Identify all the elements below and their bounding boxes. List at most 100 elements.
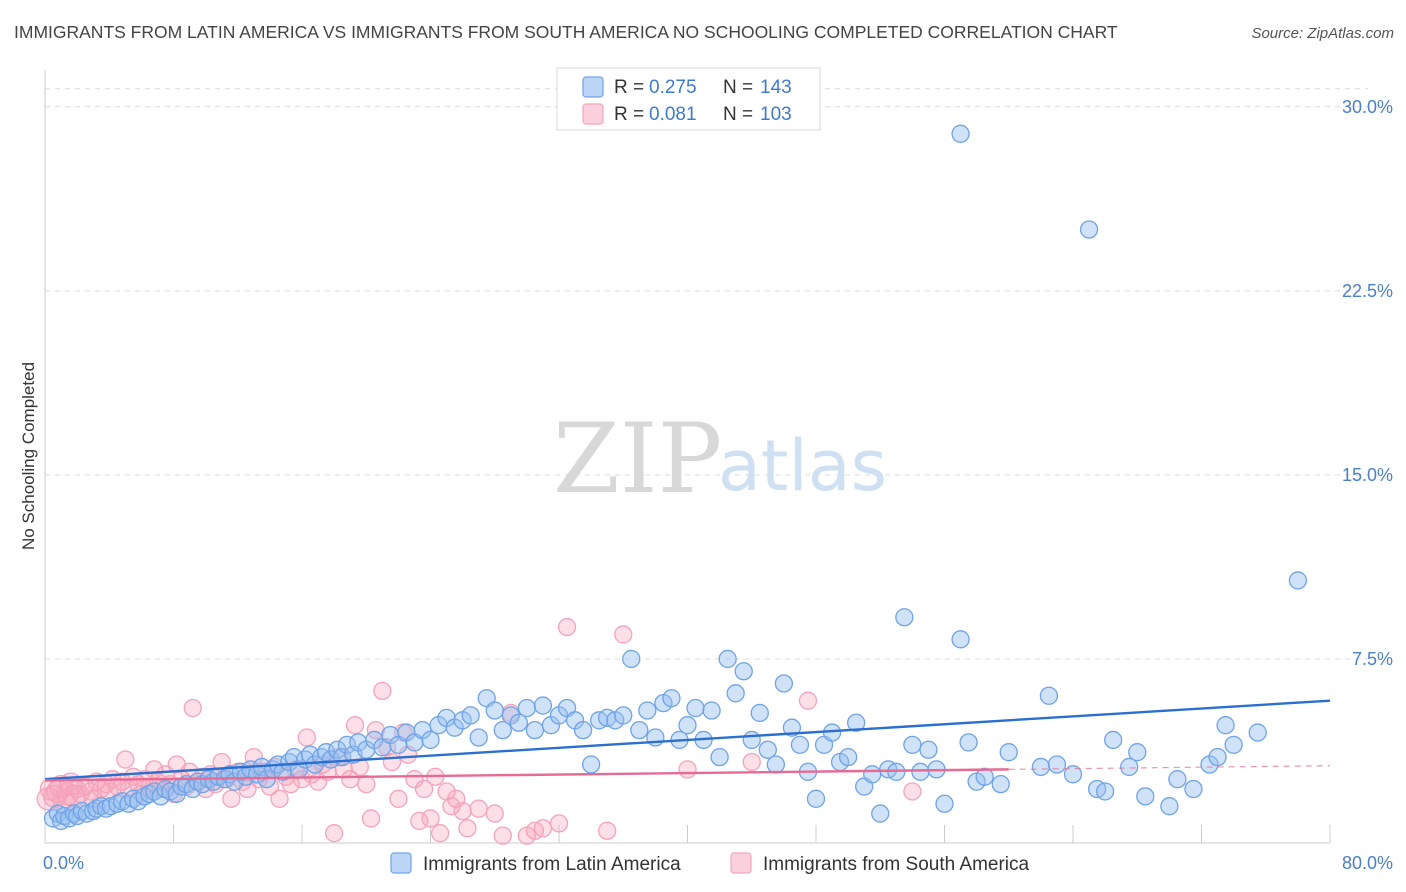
point-latin-america <box>1160 797 1179 816</box>
point-south-america <box>469 799 488 818</box>
point-south-america <box>270 789 289 808</box>
point-latin-america <box>766 755 785 774</box>
point-latin-america <box>188 772 207 791</box>
point-south-america <box>324 824 344 843</box>
point-latin-america <box>871 804 890 823</box>
point-latin-america <box>1104 730 1123 750</box>
point-latin-america <box>959 733 978 752</box>
point-latin-america <box>1031 757 1051 777</box>
point-south-america <box>742 752 761 772</box>
point-latin-america <box>975 767 994 786</box>
point-latin-america <box>702 701 721 720</box>
axes <box>44 70 1331 844</box>
legend-n-label-2: N = <box>723 104 753 125</box>
chart-title: IMMIGRANTS FROM LATIN AMERICA VS IMMIGRA… <box>14 22 1118 42</box>
point-latin-america <box>742 730 761 750</box>
point-latin-america <box>686 698 705 718</box>
point-latin-america <box>1079 220 1099 239</box>
point-latin-america <box>1136 787 1155 806</box>
point-latin-america <box>509 713 528 732</box>
point-south-america <box>493 826 512 845</box>
legend-r-value-2: 0.081 <box>649 104 697 125</box>
point-south-america <box>557 617 577 637</box>
chart-source: Source: ZipAtlas.com <box>1251 25 1394 42</box>
point-latin-america <box>87 799 106 818</box>
point-south-america <box>183 698 202 718</box>
point-latin-america <box>1128 743 1147 762</box>
point-latin-america <box>991 774 1010 794</box>
point-latin-america <box>1208 747 1227 767</box>
point-latin-america <box>525 720 545 740</box>
point-latin-america <box>337 735 357 754</box>
legend-n-value-1: 143 <box>760 77 792 98</box>
point-south-america <box>458 819 477 838</box>
point-latin-america <box>662 689 681 708</box>
point-south-america <box>389 789 408 808</box>
watermark: ZIP atlas <box>553 403 887 515</box>
point-latin-america <box>999 743 1018 762</box>
point-latin-america <box>1095 782 1115 801</box>
y-tick-label: 30.0% <box>1342 97 1393 117</box>
point-south-america <box>614 625 633 644</box>
point-latin-america <box>935 794 954 813</box>
point-latin-america <box>614 706 633 725</box>
point-latin-america <box>1039 686 1059 705</box>
point-south-america <box>373 681 392 701</box>
point-latin-america <box>493 720 512 740</box>
point-latin-america <box>638 701 657 720</box>
point-latin-america <box>1288 571 1308 590</box>
point-latin-america <box>321 750 341 769</box>
point-south-america <box>414 779 434 799</box>
point-latin-america <box>1224 735 1243 754</box>
point-south-america <box>410 811 429 831</box>
point-latin-america <box>1047 755 1067 774</box>
point-latin-america <box>718 649 737 669</box>
point-latin-america <box>1168 770 1187 789</box>
point-south-america <box>222 789 241 808</box>
legend-swatch-south-america <box>582 103 604 125</box>
x-tick-label: 0.0% <box>43 853 84 873</box>
point-latin-america <box>750 703 769 723</box>
trend-extension-south-america <box>1008 765 1331 770</box>
point-latin-america <box>96 799 116 818</box>
watermark-zip: ZIP <box>553 403 722 515</box>
point-south-america <box>357 774 376 794</box>
point-south-america <box>430 824 450 843</box>
point-latin-america <box>726 684 745 703</box>
point-south-america <box>453 801 472 821</box>
y-tick-label: 15.0% <box>1342 465 1393 485</box>
point-south-america <box>598 821 617 840</box>
point-latin-america <box>421 730 440 750</box>
point-south-america <box>903 782 922 801</box>
point-south-america <box>345 716 365 735</box>
legend-r-label-1: R = <box>614 77 644 98</box>
point-south-america <box>297 728 316 747</box>
point-latin-america <box>485 701 504 720</box>
point-latin-america <box>895 608 914 627</box>
legend-n-value-2: 103 <box>760 104 792 125</box>
point-latin-america <box>1120 757 1139 777</box>
point-latin-america <box>710 747 729 767</box>
point-latin-america <box>581 755 601 774</box>
trend-lines <box>44 699 1331 782</box>
point-latin-america <box>863 765 882 784</box>
bottom-legend-swatch-south-america <box>730 852 752 874</box>
point-latin-america <box>517 698 537 718</box>
point-latin-america <box>678 716 697 735</box>
point-latin-america <box>257 770 276 789</box>
point-latin-america <box>919 740 938 759</box>
trend-line-south-america <box>44 768 1009 782</box>
trend-line-latin-america <box>44 699 1331 781</box>
x-tick-label: 80.0% <box>1342 853 1393 873</box>
watermark-atlas: atlas <box>718 425 887 507</box>
series-legend: Immigrants from Latin America Immigrants… <box>390 852 1030 875</box>
point-latin-america <box>951 630 970 649</box>
bottom-legend-swatch-latin-america <box>390 852 412 874</box>
point-south-america <box>549 814 569 833</box>
point-latin-america <box>782 718 802 737</box>
point-latin-america <box>790 735 810 754</box>
point-latin-america <box>622 649 641 669</box>
point-south-america <box>116 750 135 769</box>
legend-swatch-latin-america <box>582 76 604 98</box>
